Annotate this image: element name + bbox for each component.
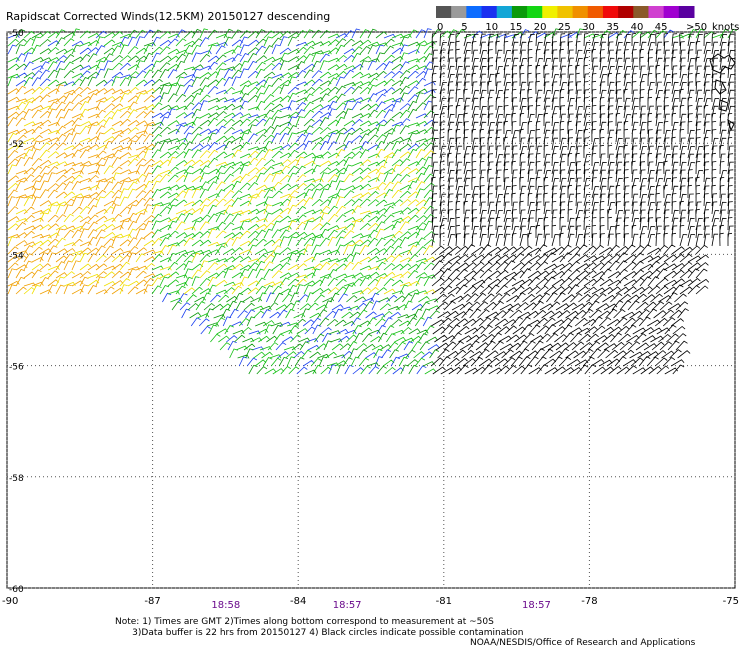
legend-swatch: [481, 6, 498, 18]
wind-barb-group: [7, 86, 436, 295]
lat-tick-label: -54: [9, 251, 24, 261]
legend-swatch: [466, 6, 483, 18]
legend-swatch: [602, 6, 619, 18]
lat-tick-label: -58: [9, 474, 24, 484]
legend-swatch: [648, 6, 665, 18]
legend-tick-label: 45: [655, 22, 668, 33]
lon-tick-label: -84: [290, 596, 306, 607]
wind-speed-legend: 0 5 10 15 20 25 30 35 40 45 >50 knots: [436, 6, 739, 33]
legend-swatch: [618, 6, 634, 18]
legend-swatch: [511, 6, 528, 18]
legend-tick-label: 20: [534, 22, 547, 33]
legend-tick-label: 0: [437, 22, 443, 33]
wind-barbs: [7, 28, 737, 375]
lat-tick-label: -56: [9, 363, 24, 373]
wind-barb-group: [7, 28, 724, 375]
legend-units: knots: [712, 22, 739, 33]
pass-time-label: 18:58: [211, 600, 241, 611]
legend-swatch: [587, 6, 604, 18]
longitude-labels: -90 -87 -84 -81 -78 -75: [2, 596, 739, 607]
wind-barb-group: [15, 28, 737, 375]
lon-tick-label: -90: [2, 596, 18, 607]
wind-barb-group: [430, 32, 735, 375]
legend-swatch: [663, 6, 680, 18]
legend-swatch: [572, 6, 589, 18]
legend-ticks: 0 5 10 15 20 25 30 35 40 45 >50 knots: [437, 22, 739, 33]
legend-tick-label: 30: [582, 22, 595, 33]
lon-tick-label: -81: [436, 596, 452, 607]
lat-tick-label: -52: [9, 140, 24, 150]
footnotes: Note: 1) Times are GMT 2)Times along bot…: [115, 617, 524, 638]
lat-tick-label: -50: [9, 29, 24, 39]
coastline: [709, 53, 736, 132]
coast-outline: [709, 53, 736, 132]
map-frame: [6, 31, 736, 589]
legend-tick-label: 35: [606, 22, 619, 33]
wind-barb-group: [7, 28, 674, 375]
legend-swatch: [542, 6, 558, 18]
legend-swatches: [436, 6, 695, 18]
legend-swatch: [557, 6, 574, 18]
pass-time-label: 18:57: [332, 600, 362, 611]
legend-tick-label: 40: [631, 22, 644, 33]
lat-tick-label: -60: [9, 585, 24, 595]
legend-tick-label: >50: [686, 22, 707, 33]
legend-tick-label: 10: [485, 22, 498, 33]
lon-tick-label: -75: [723, 596, 739, 607]
credit-line: NOAA/NESDIS/Office of Research and Appli…: [470, 638, 696, 648]
legend-tick-label: 25: [558, 22, 571, 33]
legend-swatch: [451, 6, 467, 18]
wind-barb-group: [7, 84, 156, 295]
legend-swatch: [633, 6, 649, 18]
pass-time-label: 18:57: [522, 600, 551, 611]
map-title: Rapidscat Corrected Winds(12.5KM) 201501…: [6, 10, 331, 23]
lon-tick-label: -78: [581, 596, 597, 607]
graticule: [6, 31, 736, 589]
legend-tick-label: 5: [461, 22, 467, 33]
latitude-labels: -50 -52 -54 -56 -58 -60: [9, 29, 24, 595]
lon-tick-label: -87: [144, 596, 160, 607]
legend-swatch: [678, 6, 695, 18]
legend-swatch: [496, 6, 513, 18]
legend-swatch: [436, 6, 452, 18]
legend-swatch: [527, 6, 543, 18]
legend-tick-label: 15: [510, 22, 523, 33]
